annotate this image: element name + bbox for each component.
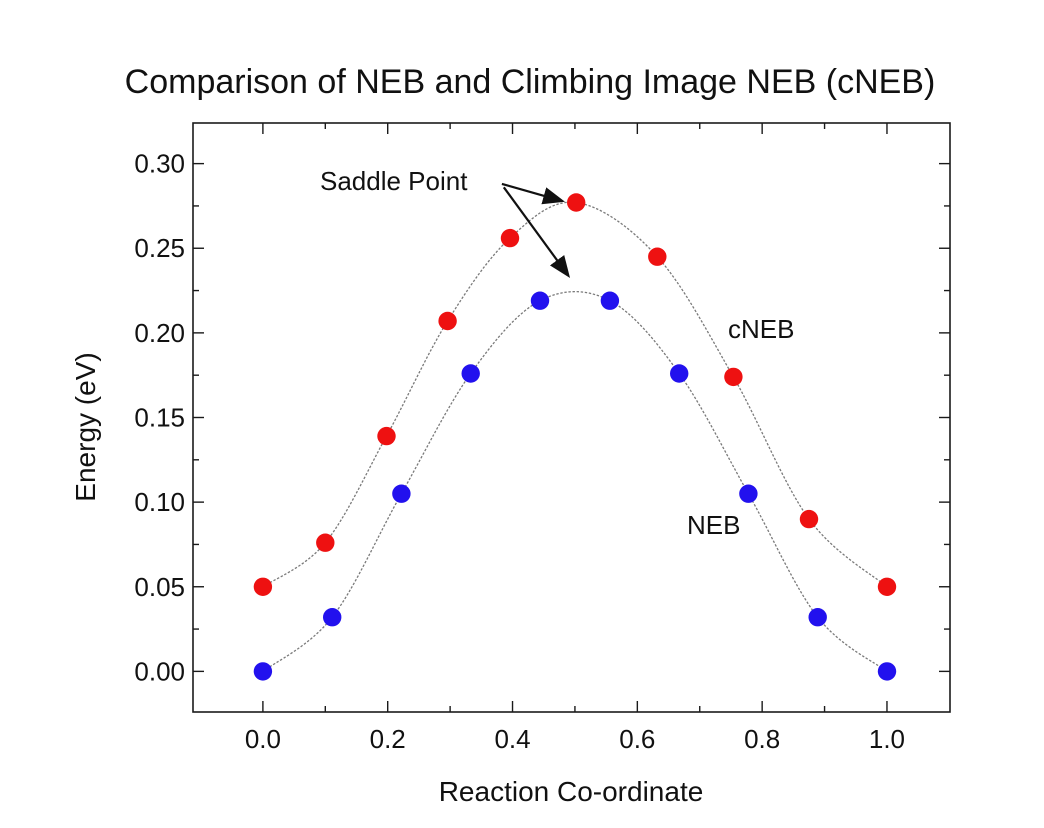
cneb-data-point — [438, 311, 457, 331]
neb-data-point — [739, 484, 758, 503]
y-tick-label: 0.25 — [134, 233, 185, 263]
x-tick-label: 0.8 — [744, 724, 780, 754]
saddle-point-arrow — [502, 186, 571, 278]
cneb-data-point — [799, 509, 819, 529]
cneb-series-label: cNEB — [728, 314, 794, 344]
cneb-data-point — [648, 247, 667, 266]
x-tick-label: 0.4 — [494, 724, 530, 754]
cneb-data-point — [877, 577, 897, 596]
chart-geometry: 0.0 0.2 0.4 0.6 0.8 1.0 0.00 0.05 0.10 0.15 0.20 0.… — [134, 122, 951, 754]
cneb-data-point — [253, 577, 273, 596]
y-tick-label: 0.15 — [134, 403, 185, 433]
y-tick-label: 0.00 — [134, 656, 185, 686]
neb-data-point — [392, 484, 411, 503]
cneb-data-point — [724, 367, 743, 387]
x-tick-label: 0.6 — [619, 724, 655, 754]
neb-data-point — [323, 608, 342, 627]
neb-data-point — [670, 364, 689, 383]
neb-data-point — [530, 291, 550, 310]
cneb-curve — [262, 201, 888, 588]
y-tick-label: 0.20 — [134, 318, 185, 348]
neb-data-point — [808, 608, 827, 627]
cneb-data-point — [316, 533, 335, 552]
saddle-point-annotation: Saddle Point — [320, 166, 468, 196]
x-tick-label: 1.0 — [869, 724, 905, 754]
x-tick-label: 0.0 — [245, 724, 281, 754]
neb-data-point — [877, 662, 897, 681]
plot-frame — [192, 122, 951, 713]
neb-series-label: NEB — [687, 510, 740, 540]
neb-curve — [262, 291, 888, 672]
y-axis-title: Energy (eV) — [70, 352, 101, 501]
saddle-point-arrow — [501, 182, 565, 205]
y-tick-label: 0.30 — [134, 149, 185, 179]
neb-data-point — [253, 662, 273, 681]
cneb-data-point — [500, 228, 520, 248]
cneb-data-point — [567, 193, 586, 212]
neb-data-point — [600, 291, 620, 310]
x-axis-title: Reaction Co-ordinate — [439, 776, 704, 807]
neb-data-point — [461, 364, 480, 383]
chart-title: Comparison of NEB and Climbing Image NEB… — [125, 63, 936, 101]
y-tick-label: 0.05 — [134, 572, 185, 602]
cneb-data-point — [377, 426, 396, 446]
x-tick-label: 0.2 — [370, 724, 406, 754]
y-tick-label: 0.10 — [134, 487, 185, 517]
